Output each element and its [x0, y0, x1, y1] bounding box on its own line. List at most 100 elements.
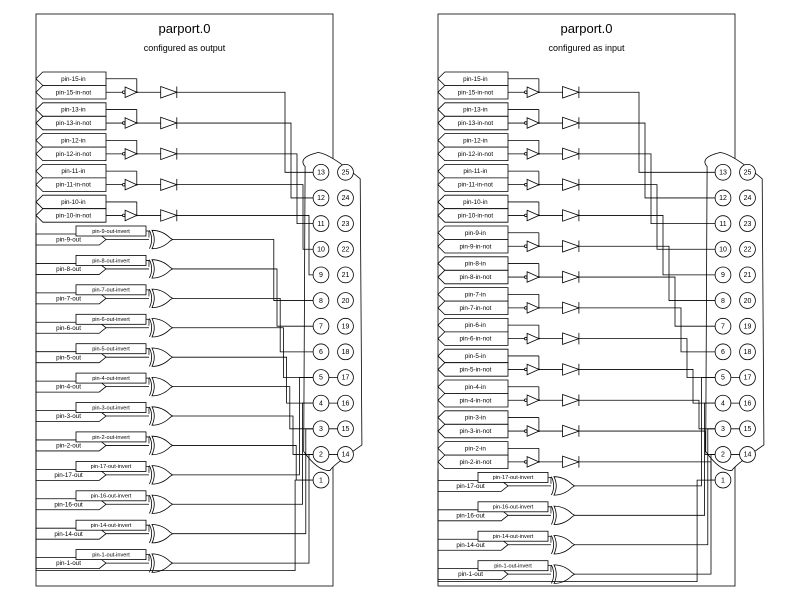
svg-text:pin-12-in: pin-12-in [463, 137, 488, 144]
svg-text:pin-17-out-invert: pin-17-out-invert [493, 475, 534, 481]
svg-text:16: 16 [744, 400, 752, 407]
svg-text:pin-9-in-not: pin-9-in-not [459, 243, 491, 250]
svg-text:pin-10-in: pin-10-in [61, 199, 86, 206]
svg-text:7: 7 [721, 323, 725, 330]
svg-text:4: 4 [721, 400, 725, 407]
svg-text:pin-16-out-invert: pin-16-out-invert [91, 494, 132, 500]
svg-text:configured as input: configured as input [548, 43, 625, 53]
svg-text:pin-9-out: pin-9-out [56, 237, 81, 244]
svg-text:18: 18 [342, 349, 350, 356]
svg-text:pin-14-out: pin-14-out [456, 542, 485, 549]
svg-text:pin-17-out: pin-17-out [54, 472, 83, 479]
svg-text:17: 17 [342, 375, 350, 382]
svg-text:pin-11-in: pin-11-in [463, 168, 488, 175]
svg-text:24: 24 [744, 195, 752, 202]
svg-text:13: 13 [317, 170, 325, 177]
svg-text:pin-6-out: pin-6-out [56, 325, 81, 332]
svg-text:pin-17-out-invert: pin-17-out-invert [91, 464, 132, 470]
svg-text:11: 11 [719, 221, 726, 228]
svg-text:pin-12-in: pin-12-in [61, 137, 86, 144]
svg-text:pin-6-in-not: pin-6-in-not [459, 336, 491, 343]
svg-text:pin-5-in-not: pin-5-in-not [459, 367, 491, 374]
svg-text:pin-1-out-invert: pin-1-out-invert [92, 553, 130, 559]
svg-text:8: 8 [721, 298, 725, 305]
svg-text:pin-6-in: pin-6-in [465, 322, 486, 329]
svg-text:pin-1-out: pin-1-out [458, 571, 483, 578]
svg-text:pin-7-in-not: pin-7-in-not [459, 305, 491, 312]
svg-text:pin-4-out-invert: pin-4-out-invert [92, 376, 130, 382]
svg-text:11: 11 [317, 221, 324, 228]
svg-text:pin-14-out-invert: pin-14-out-invert [493, 534, 534, 540]
svg-text:pin-2-out: pin-2-out [56, 443, 81, 450]
svg-text:pin-11-in-not: pin-11-in-not [458, 182, 493, 189]
svg-text:20: 20 [342, 298, 350, 305]
svg-text:pin-8-in-not: pin-8-in-not [459, 274, 491, 281]
svg-text:15: 15 [744, 426, 752, 433]
svg-text:pin-5-in: pin-5-in [465, 353, 486, 360]
svg-text:pin-16-out: pin-16-out [54, 501, 83, 508]
svg-text:pin-17-out: pin-17-out [456, 483, 485, 490]
svg-text:25: 25 [744, 170, 752, 177]
svg-text:pin-1-out: pin-1-out [56, 560, 81, 567]
svg-text:20: 20 [744, 298, 752, 305]
svg-text:12: 12 [317, 195, 325, 202]
svg-text:15: 15 [342, 426, 350, 433]
svg-text:pin-9-in: pin-9-in [465, 230, 486, 237]
svg-text:13: 13 [719, 170, 727, 177]
svg-text:1: 1 [721, 477, 725, 484]
svg-text:pin-3-in-not: pin-3-in-not [459, 428, 491, 435]
svg-text:pin-14-out-invert: pin-14-out-invert [91, 523, 132, 529]
svg-text:pin-15-in: pin-15-in [463, 76, 488, 83]
svg-text:pin-7-in: pin-7-in [465, 291, 486, 298]
svg-text:pin-2-in-not: pin-2-in-not [459, 459, 491, 466]
svg-text:6: 6 [319, 349, 323, 356]
svg-text:18: 18 [744, 349, 752, 356]
svg-text:pin-15-in-not: pin-15-in-not [458, 89, 494, 96]
svg-text:pin-5-out-invert: pin-5-out-invert [92, 347, 130, 353]
svg-text:pin-8-out: pin-8-out [56, 266, 81, 273]
svg-text:23: 23 [744, 221, 752, 228]
svg-text:pin-8-out-invert: pin-8-out-invert [92, 258, 130, 264]
svg-text:8: 8 [319, 298, 323, 305]
svg-text:parport.0: parport.0 [158, 21, 210, 36]
svg-text:pin-16-out: pin-16-out [456, 512, 485, 519]
svg-text:24: 24 [342, 195, 350, 202]
svg-text:7: 7 [319, 323, 323, 330]
svg-text:22: 22 [342, 246, 350, 253]
svg-text:pin-14-out: pin-14-out [54, 531, 83, 538]
svg-text:14: 14 [744, 452, 752, 459]
svg-text:2: 2 [319, 452, 323, 459]
svg-text:pin-7-out-invert: pin-7-out-invert [92, 288, 130, 294]
svg-text:pin-15-in-not: pin-15-in-not [56, 89, 92, 96]
svg-text:pin-11-in: pin-11-in [61, 168, 86, 175]
svg-text:22: 22 [744, 246, 752, 253]
svg-text:pin-13-in: pin-13-in [61, 107, 86, 114]
svg-text:pin-4-out: pin-4-out [56, 384, 81, 391]
svg-text:pin-15-in: pin-15-in [61, 76, 86, 83]
svg-text:configured as output: configured as output [144, 43, 226, 53]
svg-text:21: 21 [342, 272, 350, 279]
svg-text:pin-5-out: pin-5-out [56, 354, 81, 361]
svg-text:9: 9 [721, 272, 725, 279]
svg-text:pin-12-in-not: pin-12-in-not [458, 151, 494, 158]
svg-text:pin-4-in-not: pin-4-in-not [459, 397, 491, 404]
svg-text:19: 19 [744, 323, 752, 330]
svg-text:4: 4 [319, 400, 323, 407]
svg-text:pin-3-out-invert: pin-3-out-invert [92, 405, 130, 411]
svg-text:parport.0: parport.0 [560, 21, 612, 36]
svg-text:21: 21 [744, 272, 752, 279]
svg-text:3: 3 [721, 426, 725, 433]
svg-text:pin-1-out-invert: pin-1-out-invert [494, 564, 532, 570]
svg-text:pin-3-in: pin-3-in [465, 415, 486, 422]
svg-text:pin-11-in-not: pin-11-in-not [56, 182, 91, 189]
svg-text:pin-3-out: pin-3-out [56, 413, 81, 420]
svg-text:pin-10-in: pin-10-in [463, 199, 488, 206]
svg-text:3: 3 [319, 426, 323, 433]
svg-text:pin-16-out-invert: pin-16-out-invert [493, 505, 534, 511]
svg-text:10: 10 [719, 246, 727, 253]
svg-text:2: 2 [721, 452, 725, 459]
svg-text:pin-4-in: pin-4-in [465, 384, 486, 391]
svg-text:pin-6-out-invert: pin-6-out-invert [92, 317, 130, 323]
svg-text:pin-12-in-not: pin-12-in-not [56, 151, 92, 158]
svg-text:pin-10-in-not: pin-10-in-not [56, 213, 92, 220]
